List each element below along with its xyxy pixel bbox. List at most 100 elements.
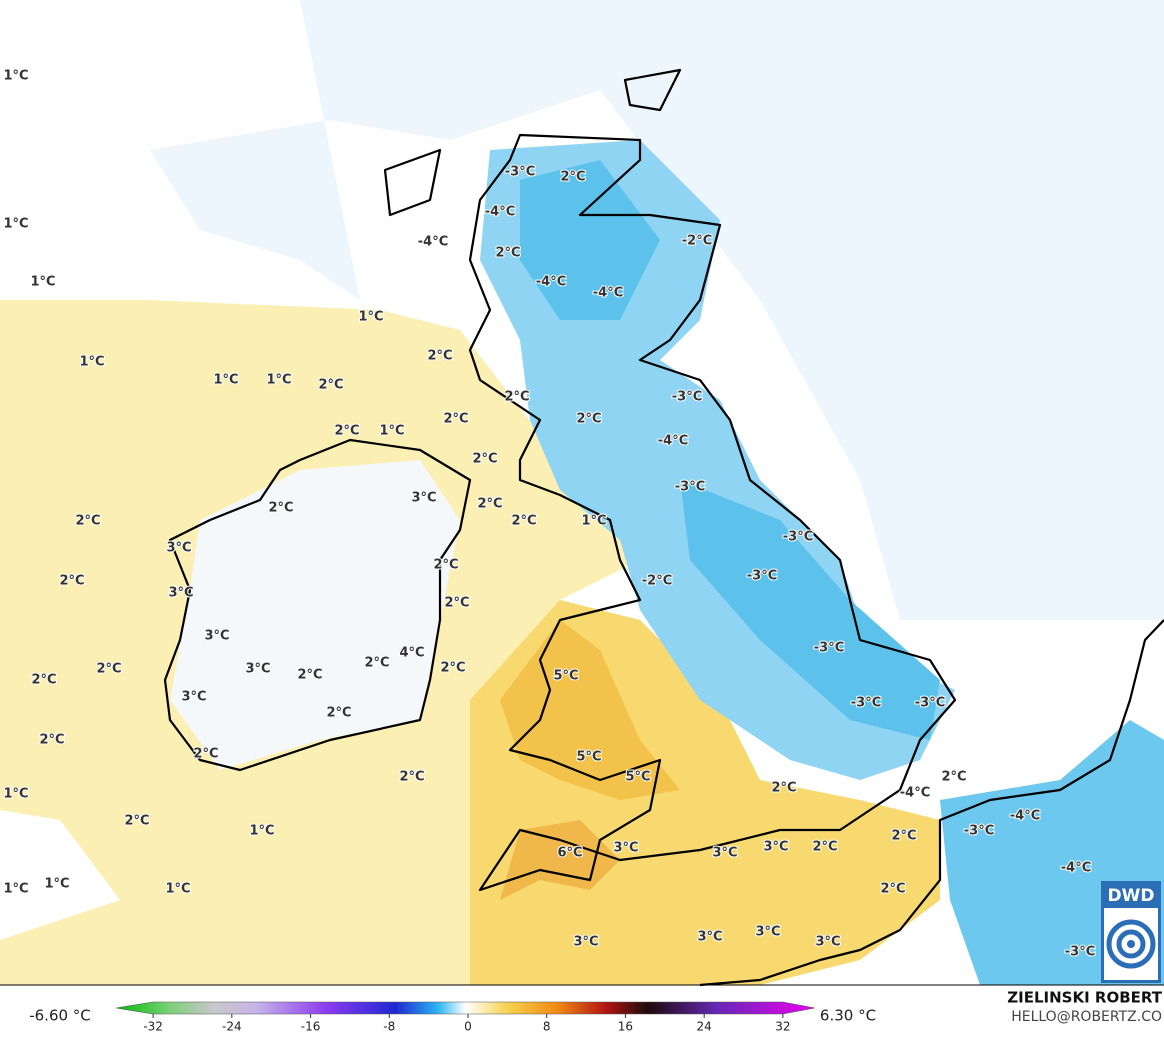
temp-label: 2°C [477,497,502,512]
temp-label: 2°C [193,747,218,762]
temp-label: 5°C [576,750,601,765]
temp-label: -2°C [682,234,712,249]
temp-label: 1°C [44,877,69,892]
colorbar-tick-label: -8 [383,1020,395,1034]
temp-label: 1°C [266,373,291,388]
colorbar-tick-label: -16 [301,1020,321,1034]
temp-label: 2°C [399,770,424,785]
temp-label: 1°C [3,217,28,232]
temp-label: 2°C [364,656,389,671]
temp-label: -4°C [900,786,930,801]
temp-label: 3°C [204,629,229,644]
temp-label: 2°C [124,814,149,829]
colorbar-tick-label: 16 [618,1020,633,1034]
temp-label: 1°C [165,882,190,897]
temp-label: 1°C [3,787,28,802]
temp-label: 2°C [443,412,468,427]
temp-label: -3°C [851,696,881,711]
coastlines [163,68,1164,987]
temp-label: -3°C [747,569,777,584]
temp-label: -3°C [505,165,535,180]
temp-label: 2°C [268,501,293,516]
temp-label: 2°C [326,706,351,721]
temp-label: 3°C [763,840,788,855]
temp-label: 2°C [318,378,343,393]
temp-label: 1°C [581,514,606,529]
temp-label: 1°C [379,424,404,439]
logo-text: DWD [1108,886,1155,906]
temp-label: 2°C [59,574,84,589]
colorbar-tick-label: 24 [697,1020,712,1034]
temp-label: 2°C [75,514,100,529]
temp-label: 1°C [213,373,238,388]
temp-label: 3°C [573,935,598,950]
colorbar-min: -6.60 °C [29,1007,91,1025]
colorbar-ticks: -32 -24 -16 -8 0 8 16 24 32 [143,1014,791,1034]
temp-label: 3°C [166,541,191,556]
temp-label: 3°C [613,841,638,856]
temp-label: -3°C [783,530,813,545]
temp-label: -3°C [964,824,994,839]
temp-label: 2°C [511,514,536,529]
temp-label: 3°C [411,491,436,506]
temp-label: 3°C [168,586,193,601]
temp-label: -3°C [672,390,702,405]
temp-label: 2°C [96,662,121,677]
temp-label: 2°C [560,170,585,185]
temp-label: 1°C [3,882,28,897]
dwd-logo: DWD [1101,881,1161,983]
colorbar: -6.60 °C 6.30 °C -32 -24 -16 -8 0 8 16 24 32 [29,1001,876,1034]
temp-label: 2°C [771,781,796,796]
temp-label: -4°C [485,205,515,220]
temp-label: 2°C [504,390,529,405]
credit-author: ZIELINSKI ROBERT [1007,989,1162,1007]
temp-label: -4°C [536,275,566,290]
temp-label: 2°C [427,349,452,364]
temp-label: 2°C [891,829,916,844]
credit-email: HELLO@ROBERTZ.CO [1011,1009,1162,1025]
temp-label: 2°C [941,770,966,785]
temp-label: 1°C [358,310,383,325]
temp-label: -2°C [642,574,672,589]
temp-label: 3°C [755,925,780,940]
temp-label: 5°C [553,669,578,684]
temp-label: -4°C [658,434,688,449]
colorbar-tick-label: -32 [143,1020,163,1034]
temp-label: 5°C [625,770,650,785]
colorbar-ramp [115,1001,816,1015]
temp-label: 2°C [812,840,837,855]
temp-label: 2°C [440,661,465,676]
colorbar-tick-label: 8 [543,1020,551,1034]
temp-label: 2°C [472,452,497,467]
temp-label: 2°C [880,882,905,897]
colorbar-tick-label: 0 [464,1020,472,1034]
temp-label: 3°C [815,935,840,950]
temp-label: 3°C [181,690,206,705]
temp-label: 2°C [433,558,458,573]
temp-label: -4°C [418,235,448,250]
temp-label: 1°C [3,69,28,84]
temp-label: 4°C [399,646,424,661]
temp-label: -3°C [675,480,705,495]
temp-label: -3°C [814,641,844,656]
temp-label: 2°C [576,412,601,427]
temp-label: 2°C [31,673,56,688]
temp-label: 3°C [712,846,737,861]
temp-label: -3°C [1065,945,1095,960]
temp-label: 2°C [334,424,359,439]
temp-label: 2°C [297,668,322,683]
temp-label: 3°C [697,930,722,945]
colorbar-tick-label: 32 [775,1020,790,1034]
temp-label: 2°C [444,596,469,611]
temp-label: 3°C [245,662,270,677]
temp-label: 2°C [39,733,64,748]
temp-label: 1°C [79,355,104,370]
temp-label: 6°C [557,846,582,861]
temperature-labels: 1°C 1°C 1°C 1°C 1°C 1°C 1°C 2°C -3°C 2°C -4°C -4°C 2… [2,68,1096,961]
colorbar-max: 6.30 °C [820,1007,876,1025]
temp-label: -4°C [593,286,623,301]
temp-label: 1°C [249,824,274,839]
temp-label: -4°C [1061,861,1091,876]
temp-label: -3°C [915,696,945,711]
